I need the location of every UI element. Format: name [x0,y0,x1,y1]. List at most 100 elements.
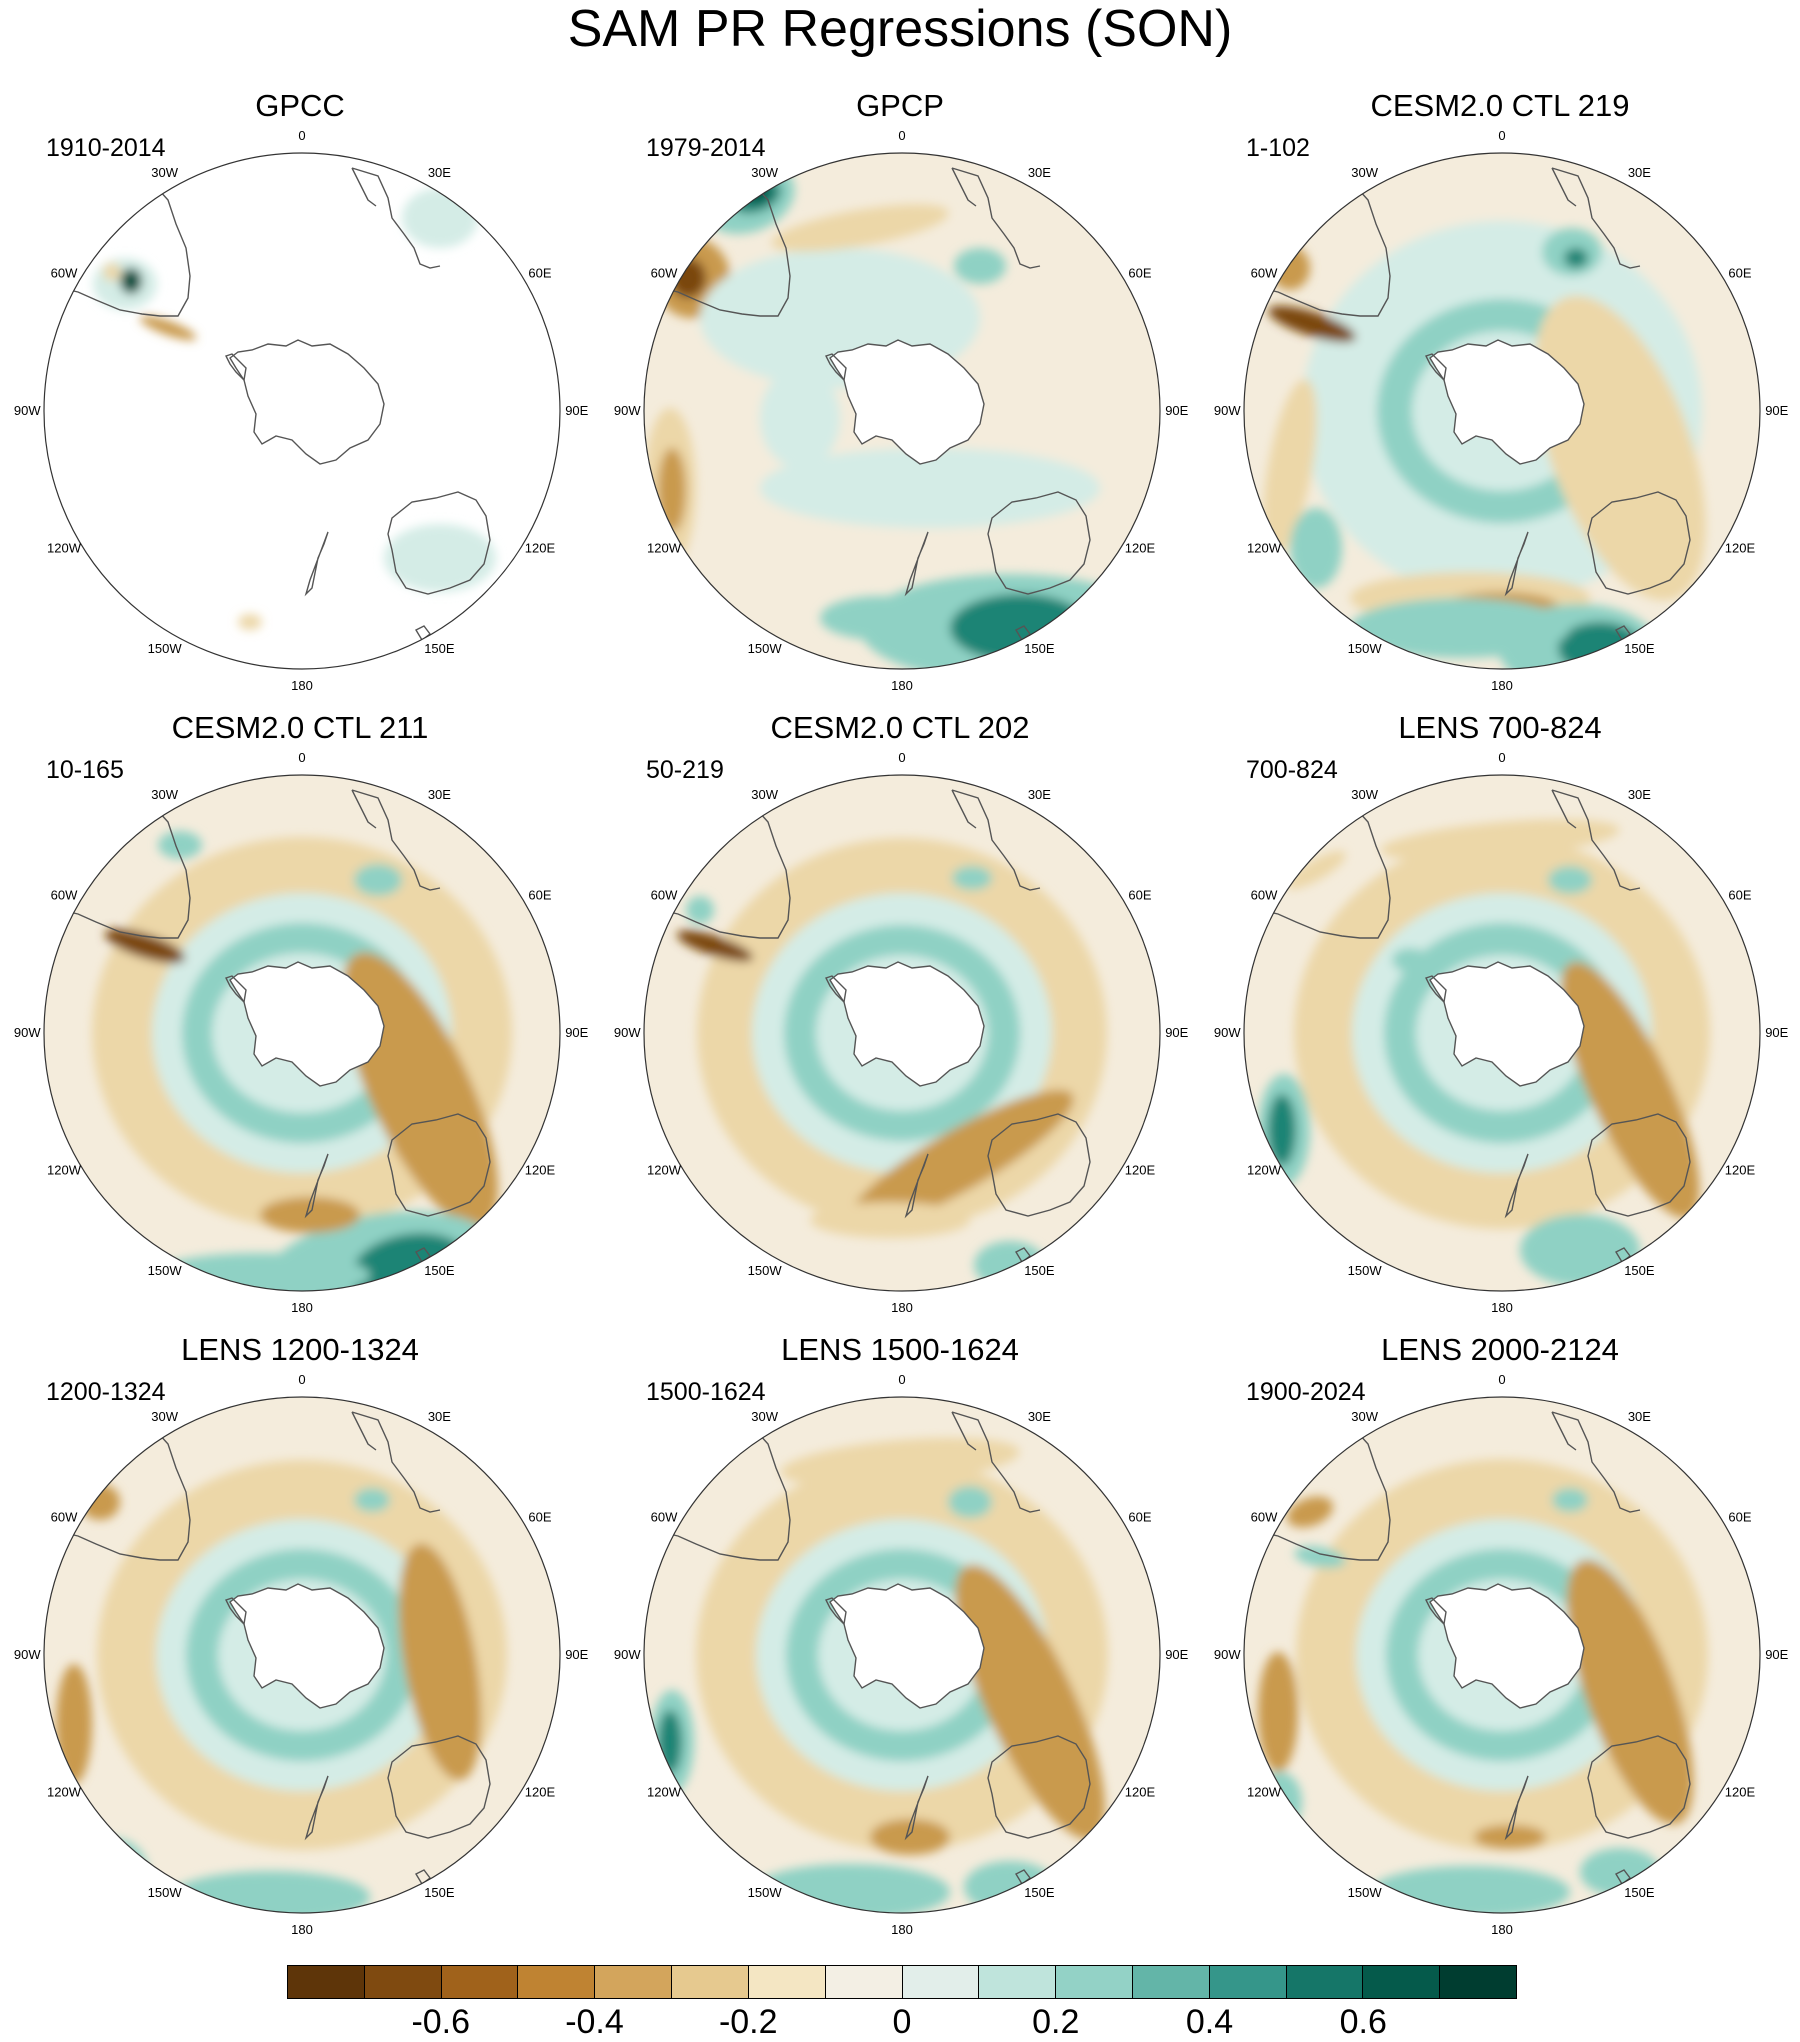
longitude-label: 0 [298,750,305,765]
longitude-label: 150W [1348,1885,1383,1900]
longitude-label: 150E [424,641,455,656]
longitude-label: 120W [47,540,82,555]
longitude-label: 60E [1728,1510,1751,1525]
longitude-label: 120E [525,1162,556,1177]
longitude-label: 0 [1498,750,1505,765]
longitude-label: 30W [151,165,178,180]
anomaly-region [1350,598,1570,658]
polar-map: 0 30E 60E 90E 120E 150E 180 150W 120W 90W 60W 30W [14,128,589,693]
longitude-label: 30E [1028,1409,1051,1424]
colorbar-swatch [595,1966,673,1998]
longitude-label: 60W [51,266,78,281]
anomaly-region [810,1202,970,1238]
anomaly-region [1552,1488,1588,1512]
period-label: 1200-1324 [46,1378,166,1406]
period-label: 50-219 [646,756,724,784]
longitude-label: 0 [298,1372,305,1387]
anomaly-region [260,1197,360,1233]
longitude-label: 30E [1628,1409,1651,1424]
anomaly-region [1520,1214,1640,1286]
longitude-label: 180 [1491,678,1513,693]
period-label: 1979-2014 [646,134,766,162]
colorbar-swatch [441,1966,519,1998]
anomaly-region [760,368,840,468]
longitude-label: 60E [1728,888,1751,903]
colorbar-swatch [825,1966,903,1998]
longitude-label: 30E [1628,787,1651,802]
anomaly-region [760,448,1100,528]
longitude-label: 90E [565,1025,588,1040]
longitude-label: 90W [614,403,641,418]
anomaly-region [104,928,186,964]
longitude-label: 150E [1624,1263,1655,1278]
panel-title: GPCC [255,88,345,123]
anomaly-region [170,1871,370,1913]
coastlines [659,1411,1101,1886]
longitude-label: 150E [1024,1263,1055,1278]
longitude-label: 120W [647,1162,682,1177]
longitude-label: 120E [1125,540,1156,555]
longitude-label: 0 [898,750,905,765]
longitude-label: 90W [1214,1647,1241,1662]
map-panel: CESM2.0 CTL 219 0 30E 60E 90E 120E 150E 180 150W… [1200,88,1800,710]
anomaly-region [1268,305,1356,343]
colorbar [287,1965,1517,1999]
colorbar-swatch [288,1966,365,1998]
longitude-label: 90W [1214,403,1241,418]
anomaly-region [402,188,478,248]
longitude-label: 30W [751,165,778,180]
longitude-label: 90W [14,403,41,418]
period-label: 1900-2024 [1246,1378,1366,1406]
longitude-label: 120E [1125,1162,1156,1177]
longitude-label: 180 [291,678,313,693]
longitude-label: 150W [748,641,783,656]
longitude-label: 90E [565,1647,588,1662]
longitude-label: 150W [148,1885,183,1900]
longitude-label: 30W [751,787,778,802]
longitude-label: 30E [1628,165,1651,180]
longitude-label: 60W [651,888,678,903]
longitude-label: 150W [748,1885,783,1900]
longitude-label: 120E [1725,1162,1756,1177]
longitude-label: 150W [148,1263,183,1278]
longitude-label: 90E [1165,1647,1188,1662]
anomaly-region [1392,948,1428,972]
map-border [643,774,1161,1292]
panel-title: LENS 1200-1324 [181,1332,419,1367]
longitude-label: 90W [14,1647,41,1662]
colorbar-swatch [1132,1966,1210,1998]
longitude-label: 90W [614,1025,641,1040]
longitude-label: 180 [291,1300,313,1315]
coastlines [659,167,1101,642]
anomaly-region [139,315,197,341]
anomaly-region [354,864,402,896]
longitude-label: 90W [1214,1025,1241,1040]
polar-map: 0 30E 60E 90E 120E 150E 180 150W 120W 90W 60W 30W [614,128,1189,693]
period-label: 1-102 [1246,134,1310,162]
anomaly-region [658,1710,682,1774]
longitude-label: 0 [1498,1372,1505,1387]
longitude-label: 60E [528,1510,551,1525]
longitude-label: 30W [1351,787,1378,802]
anomaly-region [56,1664,92,1784]
colorbar-tick-label: -0.2 [718,2003,778,2041]
longitude-label: 30E [1028,787,1051,802]
anomaly-region [954,248,1006,284]
colorbar-tick-label: -0.6 [411,2003,471,2041]
longitude-label: 180 [891,678,913,693]
longitude-label: 30W [1351,1409,1378,1424]
longitude-label: 0 [1498,128,1505,143]
anomaly-region [948,1486,992,1518]
longitude-label: 150W [748,1263,783,1278]
colorbar-swatch [1363,1966,1441,1998]
anomaly-region [658,448,686,532]
anomaly-region [398,1543,482,1781]
anomaly-region [1263,379,1317,557]
longitude-label: 120W [647,540,682,555]
polar-map: 0 30E 60E 90E 120E 150E 180 150W 120W 90W 60W 30W [614,750,1189,1315]
polar-map: 0 30E 60E 90E 120E 150E 180 150W 120W 90W 60W 30W [14,750,589,1315]
anomaly-region [1548,866,1592,894]
colorbar-tick-label: 0.2 [1032,2003,1080,2041]
anomaly-region [76,1838,148,1906]
polar-map: 0 30E 60E 90E 120E 150E 180 150W 120W 90W 60W 30W [1214,750,1789,1315]
